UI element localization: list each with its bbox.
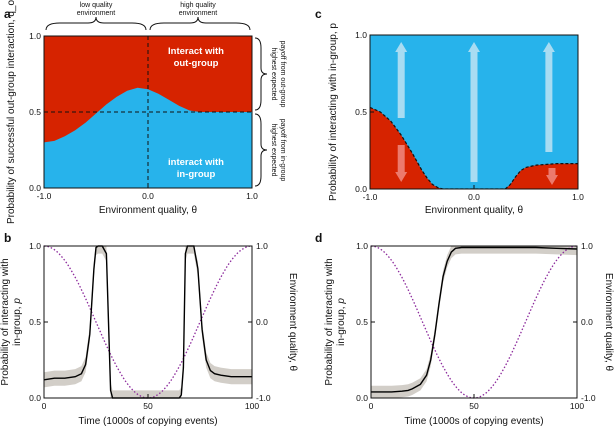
y-axis-label-c: Probability of interacting with in-group… <box>328 23 339 201</box>
x-tick-label: -1.0 <box>363 192 378 202</box>
y-tick-label: 0.5 <box>355 107 367 117</box>
arrows-c <box>395 42 558 185</box>
y-tick-label: 0.5 <box>29 317 41 327</box>
y-tick-label: 1.0 <box>29 31 41 41</box>
y-tick-label: 0.0 <box>355 184 367 194</box>
variance-band <box>44 246 252 398</box>
equilibrium-curve <box>370 106 578 189</box>
x-tick-label: 50 <box>143 401 153 411</box>
x-axis-label-a: Environment quality, θ <box>99 205 198 216</box>
y-tick-label: 1.0 <box>356 241 368 251</box>
in-group-probability-line <box>371 246 578 393</box>
x-tick-label: -1.0 <box>37 191 52 201</box>
y2-tick-label: 0.0 <box>581 317 593 327</box>
y-tick-label: 0.5 <box>29 107 41 117</box>
x-axis-label-d: Time (1000s of copying events) <box>404 416 543 427</box>
y-tick-label: 0.0 <box>29 393 41 403</box>
y2-axis-label-d: Environment quality, θ <box>603 273 614 372</box>
brace-low <box>45 16 147 31</box>
panel-c: c -1.0 0.0 1.0 0.00.51.0 Environment quali… <box>315 7 584 216</box>
y-ticks-c: 0.0 0.5 1.0 <box>355 30 374 194</box>
x-tick-label: 0.0 <box>142 191 154 201</box>
x-ticks-a: -1.0 0.0 1.0 <box>37 184 258 201</box>
y-tick-label: 1.0 <box>355 30 367 40</box>
region-label-bottom-2: in-group <box>177 169 216 180</box>
y2-tick-label: 1.0 <box>256 241 268 251</box>
x-axis-label-b: Time (1000s of copying events) <box>78 416 217 427</box>
panel-letter-b: b <box>4 231 11 245</box>
x-tick-label: 1.0 <box>572 192 584 202</box>
brace-high-label-1: high quality <box>180 2 216 9</box>
x-ticks-d: 0 50 100 <box>369 394 584 411</box>
panel-letter-c: c <box>315 7 322 21</box>
panel-letter-a: a <box>4 7 11 21</box>
x-axis-label-c: Environment quality, θ <box>425 205 524 216</box>
brace-low-label-2: environment <box>77 10 116 17</box>
arrow-down-icon <box>395 145 408 182</box>
x-tick-label: 0 <box>42 401 47 411</box>
x-tick-label: 100 <box>570 401 584 411</box>
region-label-top-1: Interact with <box>168 46 224 57</box>
arrow-up-icon <box>395 42 408 118</box>
arrow-up-icon <box>468 42 480 182</box>
y-axis-label-a: Probability of successful out-group inte… <box>6 0 17 224</box>
brace-high-label-2: environment <box>179 10 218 17</box>
y2-ticks-b: -1.0 0.0 1.0 <box>248 241 271 403</box>
brace-upper <box>254 37 268 111</box>
y-ticks-a: 0.0 0.5 1.0 <box>29 31 48 193</box>
y-tick-label: 1.0 <box>29 241 41 251</box>
y-tick-label: 0.5 <box>356 317 368 327</box>
y2-tick-label: -1.0 <box>256 393 271 403</box>
x-tick-label: 100 <box>245 401 259 411</box>
y2-tick-label: 1.0 <box>581 241 593 251</box>
y-tick-label: 0.0 <box>356 393 368 403</box>
y-axis-label-d-1: Probability of interacting with <box>324 258 335 385</box>
x-ticks-c: -1.0 0.0 1.0 <box>363 185 584 202</box>
region-label-top-2: out-group <box>174 58 219 69</box>
y-ticks-d: 0.0 0.5 1.0 <box>356 241 375 403</box>
y-axis-label-b-2: in-group, p <box>12 298 23 346</box>
theta-curve <box>43 245 253 399</box>
side-upper-label-2: payoff from out-group <box>279 41 286 108</box>
x-tick-label: 0.0 <box>468 192 480 202</box>
panel-letter-d: d <box>315 231 322 245</box>
y-ticks-b: 0.0 0.5 1.0 <box>29 241 48 403</box>
region-label-bottom-1: interact with <box>168 157 224 168</box>
brace-high <box>149 16 251 31</box>
y2-tick-label: -1.0 <box>581 393 596 403</box>
x-ticks-b: 0 50 100 <box>42 394 259 411</box>
arrow-down-icon <box>546 168 558 185</box>
side-upper-label-1: highest expected <box>270 48 277 101</box>
plot-bg-d <box>371 246 577 398</box>
panel-a: a Interact with out-group interact with … <box>4 0 286 224</box>
x-tick-label: 1.0 <box>246 191 258 201</box>
panel-d: d 0 50 100 0.0 0.5 1.0 -1.0 0.0 1.0 Time (1000… <box>315 231 614 427</box>
y2-tick-label: 0.0 <box>256 317 268 327</box>
x-tick-label: 0 <box>369 401 374 411</box>
in-group-increase-region <box>370 107 578 189</box>
side-lower-label-2: payoff from in-group <box>279 119 286 182</box>
y-axis-label-d-2: in-group, p <box>336 298 347 346</box>
arrow-up-icon <box>542 42 555 152</box>
brace-lower <box>254 113 268 187</box>
y2-axis-label-b: Environment quality, θ <box>287 273 298 372</box>
y2-ticks-d: -1.0 0.0 1.0 <box>573 241 596 403</box>
side-lower-label-1: highest expected <box>270 124 277 177</box>
y-tick-label: 0.0 <box>29 183 41 193</box>
panel-b: b 0 50 100 0.0 0.5 1.0 -1.0 0.0 1.0 Time (1000… <box>0 231 298 427</box>
brace-low-label-1: low quality <box>80 2 113 9</box>
y-axis-label-b-1: Probability of interacting with <box>0 258 11 385</box>
x-tick-label: 50 <box>469 401 479 411</box>
